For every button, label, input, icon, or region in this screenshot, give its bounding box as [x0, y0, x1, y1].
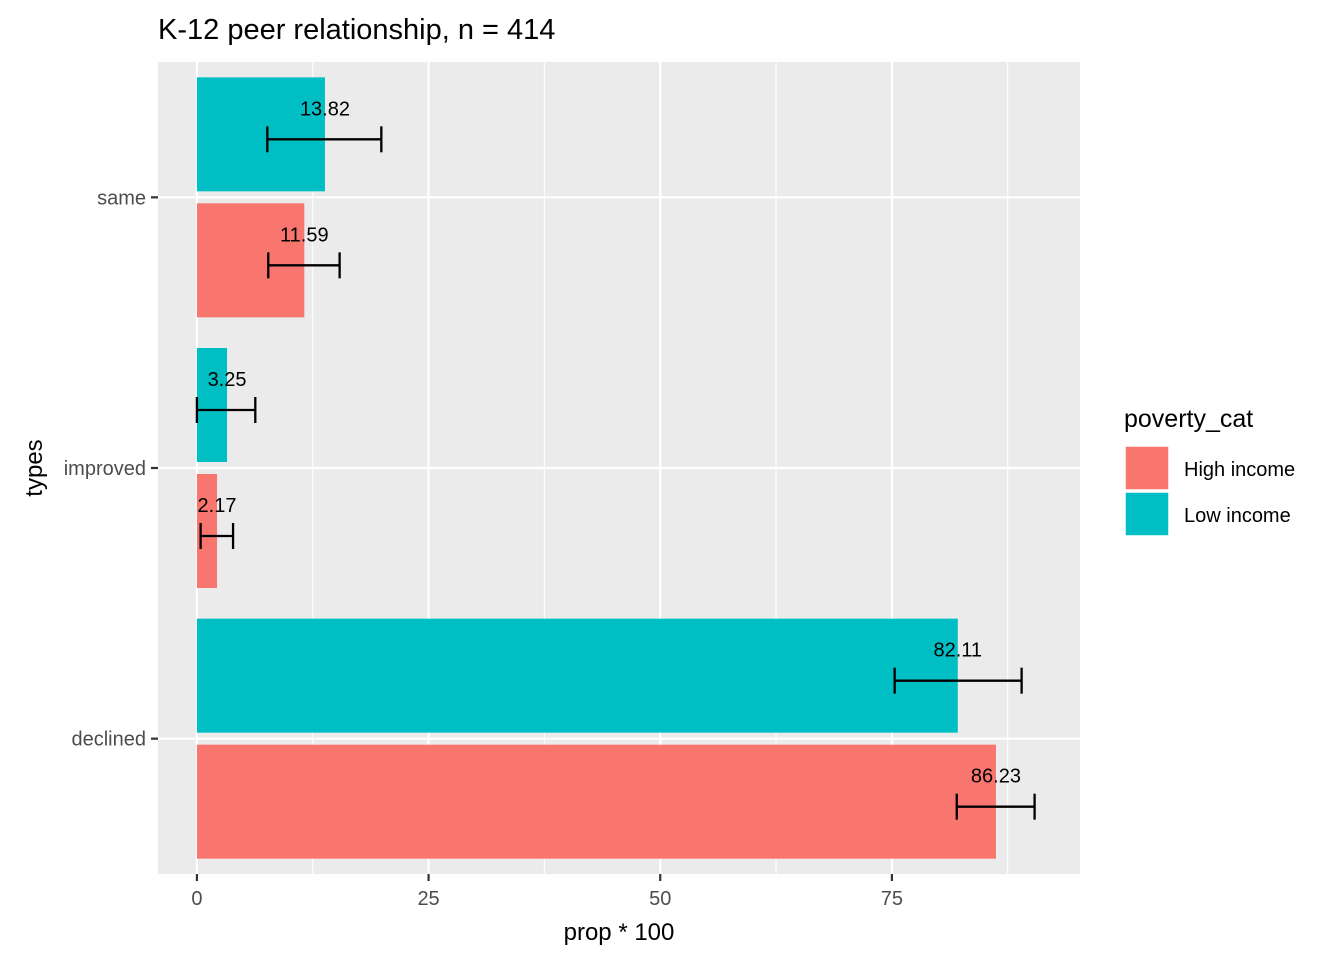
legend-label: High income — [1184, 459, 1295, 481]
bar-low-income-improved — [196, 348, 228, 462]
error-bars — [195, 126, 1036, 820]
data-label: 2.17 — [198, 495, 237, 517]
bars — [196, 77, 996, 859]
data-label: 86.23 — [971, 766, 1021, 788]
grid-major — [158, 62, 1080, 874]
legend-key-low-income — [1124, 491, 1170, 537]
legend-key-high-income — [1124, 445, 1170, 491]
data-label: 13.82 — [300, 98, 350, 120]
legend-label: Low income — [1184, 505, 1291, 527]
bar-high-income-same — [196, 203, 305, 318]
y-axis: declined improved same — [64, 187, 158, 751]
x-axis: 0 25 50 75 — [191, 874, 903, 910]
data-label: 82.11 — [933, 640, 982, 662]
y-tick-label: same — [97, 187, 146, 209]
data-labels: 86.23 2.17 11.59 82.11 3.25 13.82 — [198, 98, 1021, 787]
bar-low-income-same — [196, 77, 325, 192]
x-axis-label: prop * 100 — [564, 919, 675, 946]
bar-high-income-improved — [196, 474, 218, 588]
x-tick-label: 0 — [191, 888, 202, 910]
legend-title: poverty_cat — [1124, 405, 1253, 433]
x-tick-label: 50 — [649, 888, 671, 910]
chart-title: K-12 peer relationship, n = 414 — [158, 14, 555, 46]
legend: poverty_cat High income Low income — [1124, 405, 1295, 537]
data-label: 3.25 — [208, 369, 247, 391]
bar-low-income-declined — [196, 618, 958, 733]
data-label: 11.59 — [280, 224, 329, 246]
y-axis-label: types — [21, 439, 48, 496]
bar-high-income-declined — [196, 744, 996, 859]
x-tick-label: 25 — [417, 888, 439, 910]
y-tick-label: improved — [64, 458, 146, 480]
y-tick-label: declined — [71, 729, 146, 751]
x-tick-label: 75 — [881, 888, 903, 910]
